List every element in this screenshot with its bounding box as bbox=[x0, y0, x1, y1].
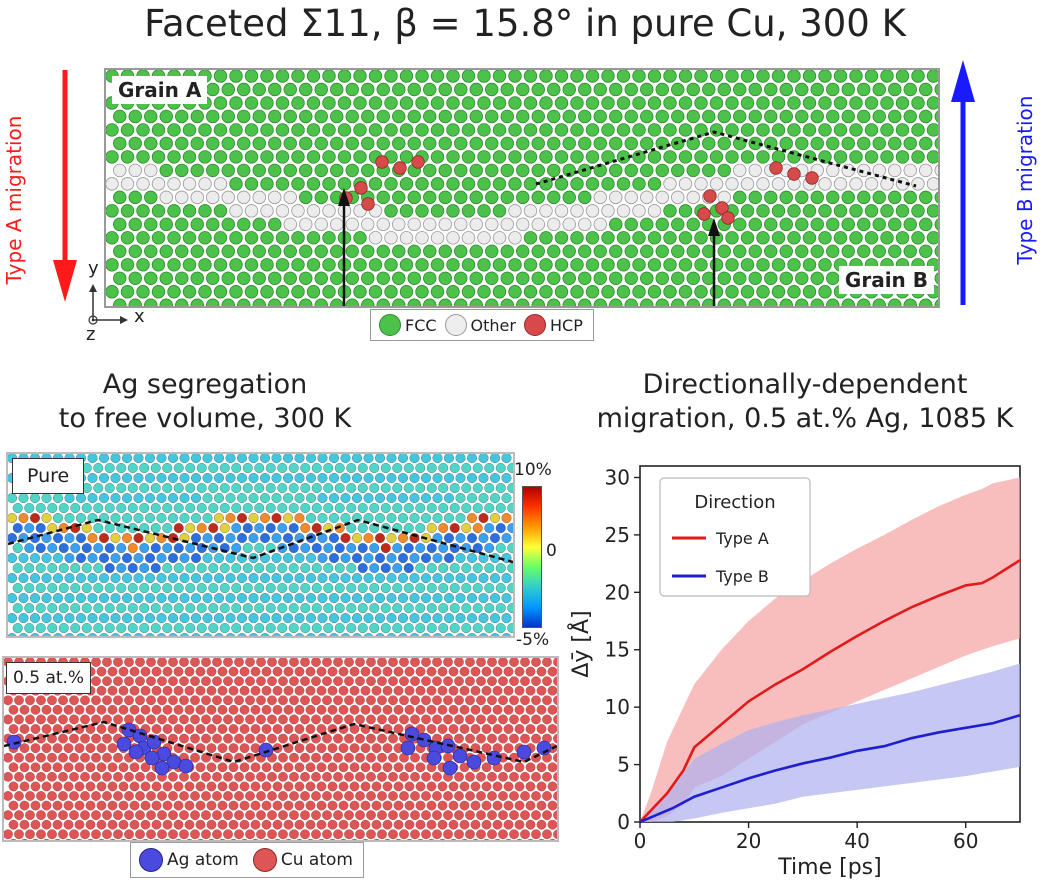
type-b-migration-label: Type B migration bbox=[1013, 95, 1037, 265]
series-line-type-a bbox=[639, 559, 1021, 823]
x-axis-label: Time [ps] bbox=[777, 855, 881, 880]
series-line-type-b bbox=[639, 713, 1021, 824]
axis-y-label: y bbox=[88, 258, 99, 279]
type-b-arrow bbox=[951, 60, 975, 305]
segregation-title: Ag segregation to free volume, 300 K bbox=[0, 368, 410, 436]
cu-legend-label: Cu atom bbox=[280, 850, 353, 870]
migration-chart: 0 20 40 60 0 5 10 15 20 25 30 Time [ps] Δȳ [Å] Direct… bbox=[567, 465, 1021, 880]
y-tick-label: 20 bbox=[605, 580, 630, 604]
hcp-legend-swatch bbox=[523, 314, 546, 336]
x-tick-label: 20 bbox=[736, 829, 761, 853]
hcp-legend-label: HCP bbox=[549, 315, 583, 335]
migration-title: Directionally-dependent migration, 0.5 a… bbox=[560, 368, 1050, 436]
atom-lattice-top bbox=[106, 70, 938, 306]
axis-x-label: x bbox=[134, 306, 145, 327]
y-axis-label: Δȳ [Å] bbox=[567, 610, 594, 677]
pure-label: Pure bbox=[12, 458, 85, 494]
fcc-legend-swatch bbox=[379, 314, 401, 336]
pure-strain-panel: Pure bbox=[6, 452, 515, 638]
y-tick-label: 15 bbox=[605, 638, 630, 662]
colorbar-max-label: 10% bbox=[514, 460, 552, 480]
axis-z-label: z bbox=[86, 324, 96, 345]
other-legend-label: Other bbox=[470, 315, 516, 335]
grain-b-label: Grain B bbox=[838, 266, 934, 294]
coordinate-axes-icon bbox=[88, 284, 128, 325]
grain-a-label: Grain A bbox=[112, 76, 208, 104]
phase-legend: FCC Other HCP bbox=[370, 309, 594, 341]
cu-legend-swatch bbox=[252, 848, 277, 872]
series-band-type-a bbox=[640, 477, 1020, 822]
segregation-title-line1: Ag segregation bbox=[102, 369, 308, 400]
legend-entry-label: Type A bbox=[715, 529, 769, 548]
y-tick-label: 0 bbox=[617, 810, 630, 834]
fcc-legend-label: FCC bbox=[405, 315, 437, 335]
figure-title: Faceted Σ11, β = 15.8° in pure Cu, 300 K bbox=[144, 2, 906, 45]
element-legend: Ag atom Cu atom bbox=[130, 842, 364, 878]
alloy-segregation-panel: 0.5 at.% bbox=[2, 656, 559, 842]
x-tick-label: 40 bbox=[844, 829, 869, 853]
x-tick-label: 0 bbox=[634, 829, 647, 853]
y-tick-label: 25 bbox=[605, 523, 630, 547]
other-legend-swatch bbox=[444, 314, 467, 336]
colorbar-min-label: -5% bbox=[516, 630, 550, 650]
type-a-migration-label: Type A migration bbox=[2, 115, 26, 285]
type-a-arrow bbox=[53, 70, 77, 302]
colorbar-mid-label: 0 bbox=[546, 541, 557, 561]
atom-grid bbox=[106, 70, 938, 306]
legend-title: Direction bbox=[694, 492, 775, 513]
ag-cluster bbox=[6, 722, 552, 776]
migration-title-line2: migration, 0.5 at.% Ag, 1085 K bbox=[596, 403, 1014, 434]
y-tick-label: 30 bbox=[605, 465, 630, 489]
y-tick-label: 5 bbox=[617, 753, 630, 777]
alloy-label: 0.5 at.% bbox=[6, 662, 92, 694]
strain-colorbar bbox=[522, 486, 542, 628]
ag-legend-swatch bbox=[139, 848, 163, 872]
segregation-title-line2: to free volume, 300 K bbox=[58, 403, 352, 434]
y-tick-label: 10 bbox=[605, 695, 630, 719]
grain-boundary-panel: Grain A Grain B bbox=[104, 68, 940, 308]
legend-entry-label: Type B bbox=[715, 567, 769, 586]
chart-legend: Direction Type A Type B bbox=[659, 477, 811, 597]
ag-legend-label: Ag atom bbox=[167, 850, 239, 870]
migration-title-line1: Directionally-dependent bbox=[642, 369, 968, 400]
x-tick-label: 60 bbox=[953, 829, 978, 853]
